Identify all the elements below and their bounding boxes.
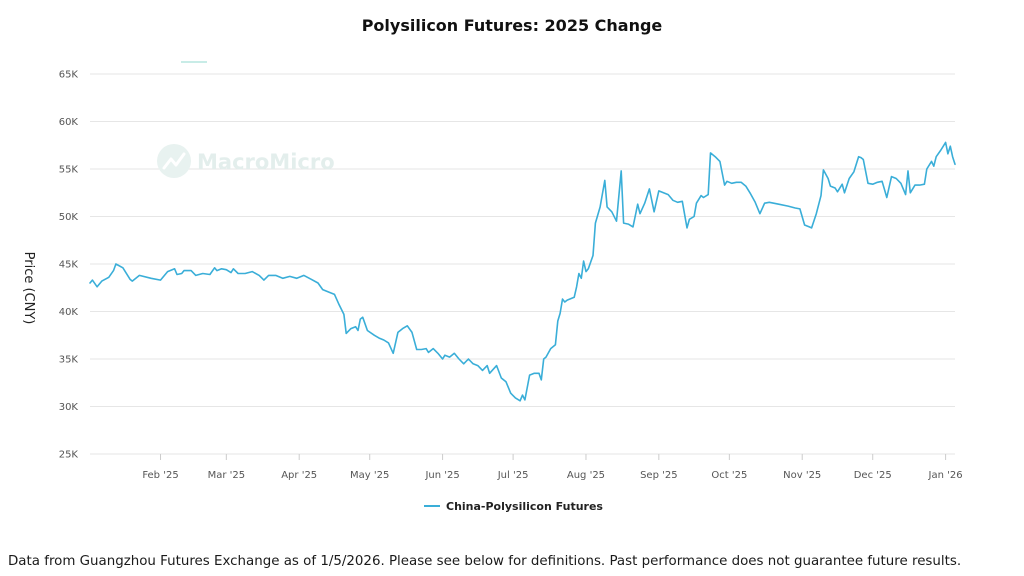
chart-title: Polysilicon Futures: 2025 Change [362,16,663,35]
x-tick-label: Apr '25 [281,470,317,481]
gridlines [90,73,955,455]
x-tick-label: Aug '25 [567,470,605,481]
x-tick-label: Sep '25 [640,470,678,481]
y-tick-label: 55K [59,165,79,176]
y-tick-label: 35K [59,355,79,366]
x-tick-label: Oct '25 [711,470,747,481]
watermark-text: MacroMicro [197,150,335,174]
x-axis-ticks: Feb '25 Mar '25 Apr '25 May '25 Jun '25 Jul '… [142,454,963,481]
x-tick-label: Mar '25 [208,470,246,481]
y-tick-label: 30K [59,402,79,413]
watermark-logo-mark [162,152,186,170]
x-tick-label: Jul '25 [497,470,529,481]
x-tick-label: Nov '25 [783,470,821,481]
y-axis-ticks: 25K 30K 35K 40K 45K 50K 55K 60K 65K [59,70,79,461]
x-tick-label: Jun '25 [424,470,459,481]
x-tick-label: Feb '25 [142,470,178,481]
y-tick-label: 40K [59,307,79,318]
x-tick-label: May '25 [350,470,389,481]
x-tick-label: Jan '26 [928,470,963,481]
footnote: Data from Guangzhou Futures Exchange as … [8,554,962,569]
y-tick-label: 25K [59,450,79,461]
y-tick-label: 50K [59,212,79,223]
series-line-china-polysilicon-futures [89,141,956,402]
watermark: MacroMicro [157,144,335,178]
y-tick-label: 60K [59,117,79,128]
legend-label[interactable]: China-Polysilicon Futures [446,500,603,513]
x-tick-label: Dec '25 [854,470,892,481]
legend[interactable]: China-Polysilicon Futures [424,500,603,513]
y-tick-label: 45K [59,260,79,271]
y-tick-label: 65K [59,70,79,81]
y-axis-label: Price (CNY) [21,252,36,325]
